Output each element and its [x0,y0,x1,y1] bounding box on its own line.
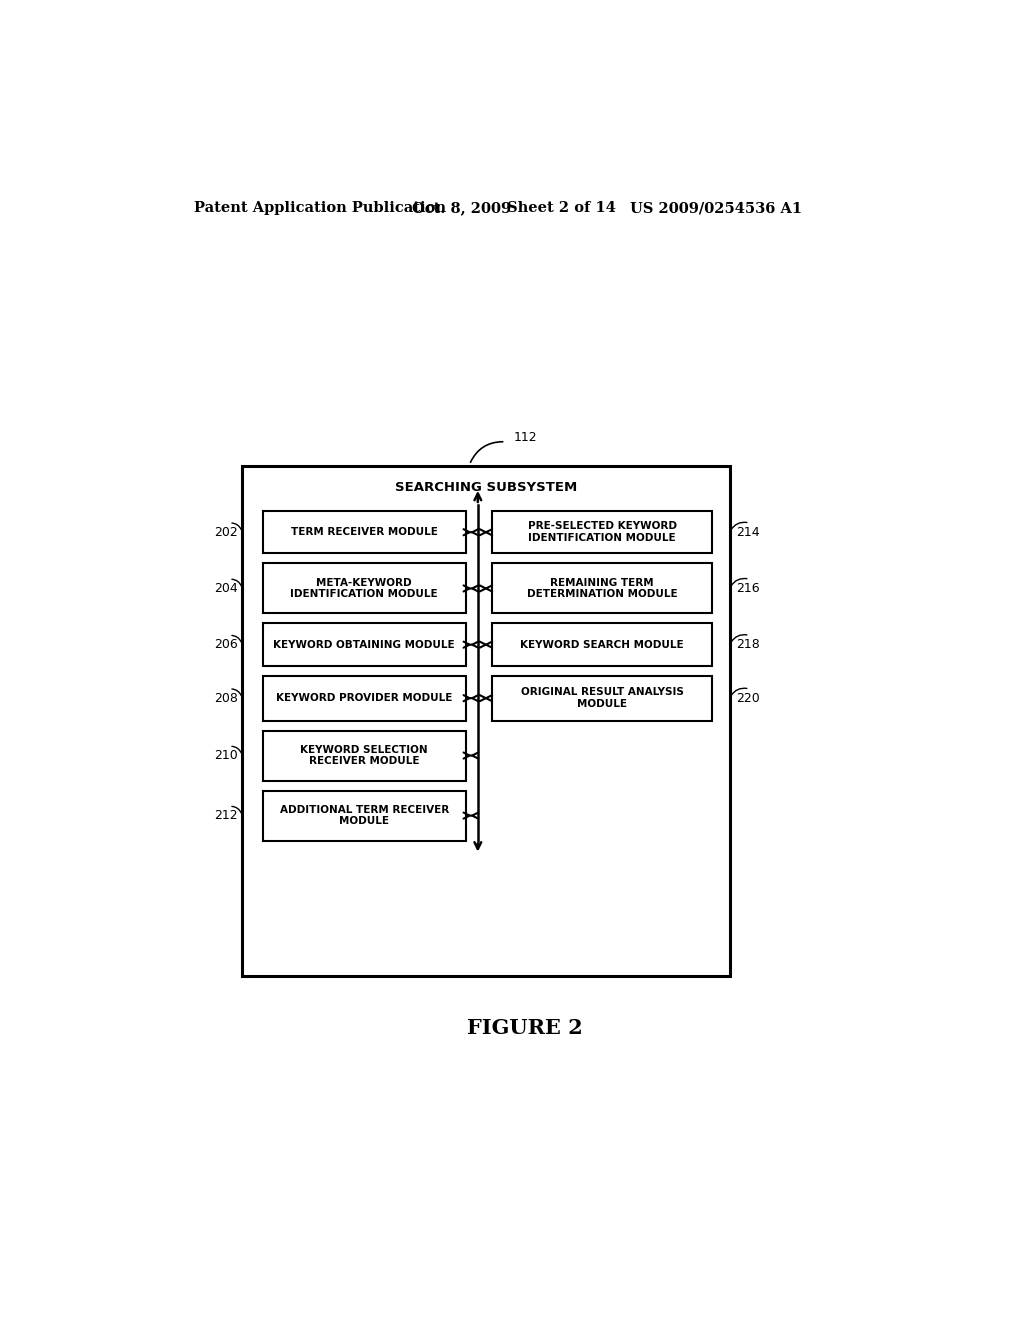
Text: META-KEYWORD
IDENTIFICATION MODULE: META-KEYWORD IDENTIFICATION MODULE [291,578,438,599]
Bar [263,511,466,553]
Text: 202: 202 [214,525,238,539]
Text: 220: 220 [736,692,760,705]
Bar [493,511,712,553]
Bar [493,676,712,721]
Text: KEYWORD OBTAINING MODULE: KEYWORD OBTAINING MODULE [273,640,455,649]
Text: 212: 212 [214,809,238,822]
Bar [263,676,466,721]
Text: 214: 214 [736,525,760,539]
Text: FIGURE 2: FIGURE 2 [467,1019,583,1039]
Bar [493,623,712,665]
Text: SEARCHING SUBSYSTEM: SEARCHING SUBSYSTEM [395,482,578,495]
Text: TERM RECEIVER MODULE: TERM RECEIVER MODULE [291,527,437,537]
Text: 204: 204 [214,582,238,595]
Bar [263,791,466,841]
Text: 210: 210 [214,748,238,762]
Bar [263,564,466,614]
Text: REMAINING TERM
DETERMINATION MODULE: REMAINING TERM DETERMINATION MODULE [527,578,678,599]
Text: Patent Application Publication: Patent Application Publication [195,202,446,215]
Text: KEYWORD SELECTION
RECEIVER MODULE: KEYWORD SELECTION RECEIVER MODULE [300,744,428,767]
Text: Sheet 2 of 14: Sheet 2 of 14 [507,202,616,215]
Text: 218: 218 [736,638,760,651]
Text: KEYWORD PROVIDER MODULE: KEYWORD PROVIDER MODULE [276,693,453,704]
Text: 208: 208 [214,692,238,705]
Text: ADDITIONAL TERM RECEIVER
MODULE: ADDITIONAL TERM RECEIVER MODULE [280,805,449,826]
Text: ORIGINAL RESULT ANALYSIS
MODULE: ORIGINAL RESULT ANALYSIS MODULE [521,688,684,709]
Text: 206: 206 [214,638,238,651]
Bar [493,564,712,614]
Bar [263,623,466,665]
Text: 216: 216 [736,582,760,595]
Bar [243,466,730,977]
Text: KEYWORD SEARCH MODULE: KEYWORD SEARCH MODULE [520,640,684,649]
Text: 112: 112 [514,430,538,444]
Bar [263,730,466,780]
Text: Oct. 8, 2009: Oct. 8, 2009 [412,202,511,215]
Text: PRE-SELECTED KEYWORD
IDENTIFICATION MODULE: PRE-SELECTED KEYWORD IDENTIFICATION MODU… [527,521,677,543]
Text: US 2009/0254536 A1: US 2009/0254536 A1 [630,202,802,215]
